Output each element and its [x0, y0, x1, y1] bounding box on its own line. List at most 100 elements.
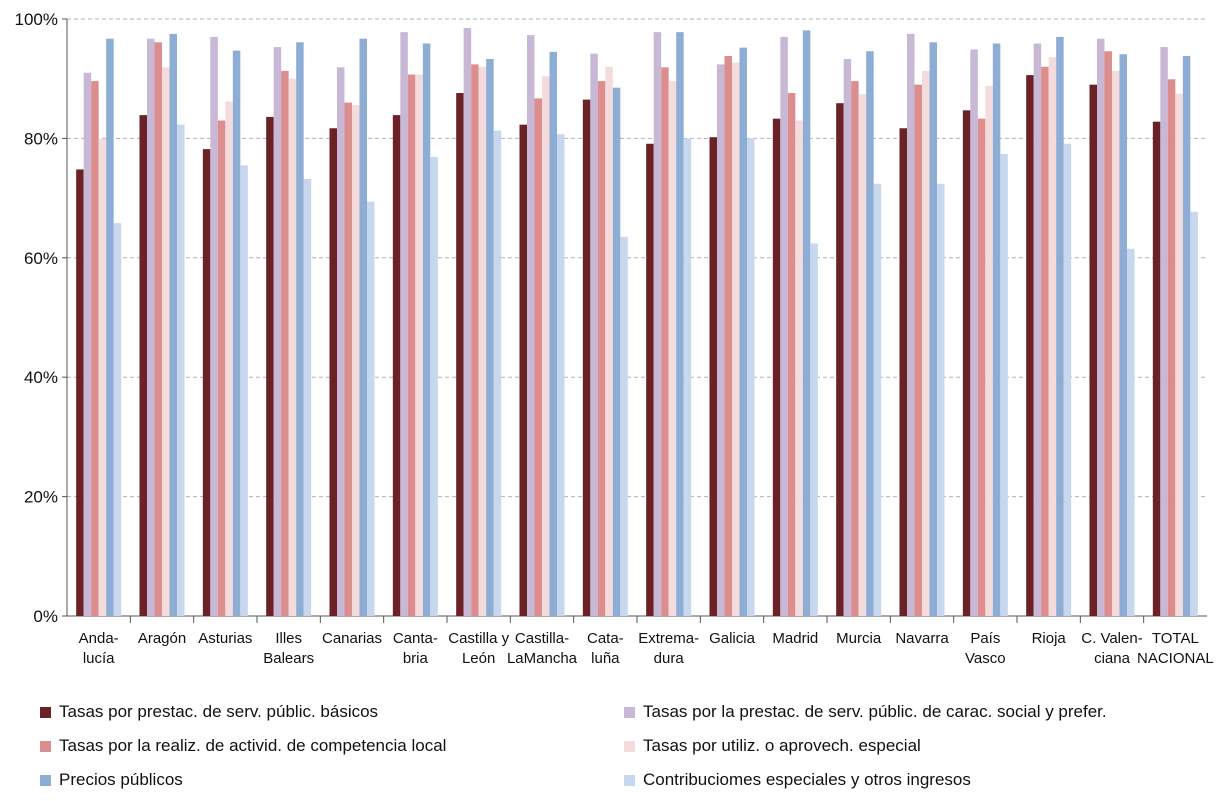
bar — [802, 30, 811, 616]
bar — [352, 104, 360, 616]
legend-item: Precios públicos — [40, 770, 183, 790]
bar — [337, 67, 345, 617]
bar — [646, 143, 654, 616]
bar — [597, 81, 606, 617]
bar — [98, 139, 107, 616]
x-tick-label: lucía — [83, 650, 115, 667]
bar — [937, 183, 945, 616]
bar — [1112, 70, 1120, 616]
bar — [612, 87, 621, 616]
bar — [415, 74, 423, 616]
bar — [76, 169, 84, 616]
bar — [486, 59, 494, 616]
bar — [1041, 66, 1049, 616]
bar — [147, 38, 155, 616]
bar — [1089, 84, 1097, 617]
bar — [866, 51, 874, 617]
bar — [154, 42, 162, 616]
bar — [1152, 121, 1161, 617]
bar — [281, 70, 289, 616]
bar — [1097, 38, 1105, 616]
bar — [873, 183, 882, 616]
bar — [709, 137, 717, 616]
bar — [605, 66, 613, 616]
x-tick-label: C. Valen- — [1081, 630, 1142, 647]
bar — [1026, 75, 1034, 617]
x-tick-label: Navarra — [895, 630, 949, 647]
bar — [985, 85, 993, 617]
bar — [1190, 211, 1198, 616]
legend-item: Tasas por prestac. de serv. públic. bási… — [40, 702, 378, 722]
bar — [83, 72, 92, 617]
bar — [527, 35, 535, 617]
y-tick-label: 0% — [33, 607, 58, 626]
bar — [273, 47, 282, 617]
bar — [225, 101, 233, 616]
bar — [177, 124, 185, 617]
legend-label: Tasas por la prestac. de serv. públic. d… — [643, 702, 1107, 721]
x-tick-label: Madrid — [772, 630, 818, 647]
bar — [344, 102, 352, 616]
bar — [747, 138, 755, 616]
x-tick-label: Balears — [263, 650, 314, 667]
legend-item: Tasas por utiliz. o aprovech. especial — [624, 736, 921, 756]
bar — [113, 223, 122, 617]
y-tick-label: 80% — [24, 129, 58, 148]
bar — [232, 50, 241, 616]
bar — [557, 134, 565, 616]
x-tick-label: Rioja — [1032, 630, 1067, 647]
bar — [724, 56, 732, 616]
bar — [795, 120, 803, 617]
bar — [471, 64, 479, 617]
bar — [422, 43, 431, 617]
legend-label: Tasas por prestac. de serv. públic. bási… — [59, 702, 379, 721]
bar-chart: 0% 20% 40% 60% 80% 100% Anda-lucía Aragón Asturi… — [15, 10, 1214, 667]
bar — [787, 93, 796, 616]
bar — [732, 62, 740, 616]
x-tick-label: bria — [403, 650, 429, 667]
x-tick-label: León — [462, 650, 495, 667]
bar — [456, 93, 464, 616]
bar — [392, 115, 401, 617]
bar — [668, 81, 677, 617]
bar — [296, 42, 304, 616]
bar — [661, 67, 669, 617]
legend-label: Precios públicos — [59, 770, 183, 789]
bar — [430, 156, 438, 616]
bar — [683, 138, 692, 616]
bar — [1160, 47, 1168, 617]
bar — [1104, 51, 1112, 617]
x-tick-label: Vasco — [965, 650, 1006, 667]
bar — [266, 116, 274, 616]
x-tick-label: Illes — [275, 630, 302, 647]
bar — [970, 49, 978, 616]
bar — [1000, 153, 1008, 617]
bar — [288, 78, 297, 616]
bar — [843, 59, 852, 616]
bar — [620, 236, 628, 616]
bar — [914, 84, 922, 617]
bar — [1033, 43, 1042, 617]
bar — [907, 33, 915, 617]
bar — [1056, 36, 1064, 617]
bar — [922, 70, 930, 616]
x-tick-label: Extrema- — [638, 630, 699, 647]
legend-swatch — [624, 706, 635, 718]
x-tick-label: Galicia — [709, 630, 756, 647]
bar — [240, 165, 248, 616]
legend-item: Contribuciomes especiales y otros ingres… — [624, 770, 971, 790]
bar — [780, 36, 788, 617]
y-tick-label: 40% — [24, 368, 58, 387]
legend-item: Tasas por la prestac. de serv. públic. d… — [624, 702, 1107, 722]
bar — [1182, 56, 1191, 616]
bar — [359, 38, 367, 616]
bar — [202, 149, 211, 616]
bar — [407, 74, 416, 616]
legend-swatch — [40, 706, 51, 718]
bar — [717, 64, 725, 617]
bar — [542, 76, 550, 616]
bar — [1175, 93, 1183, 617]
bar — [676, 32, 684, 616]
bar — [91, 81, 99, 617]
bar — [851, 81, 859, 617]
